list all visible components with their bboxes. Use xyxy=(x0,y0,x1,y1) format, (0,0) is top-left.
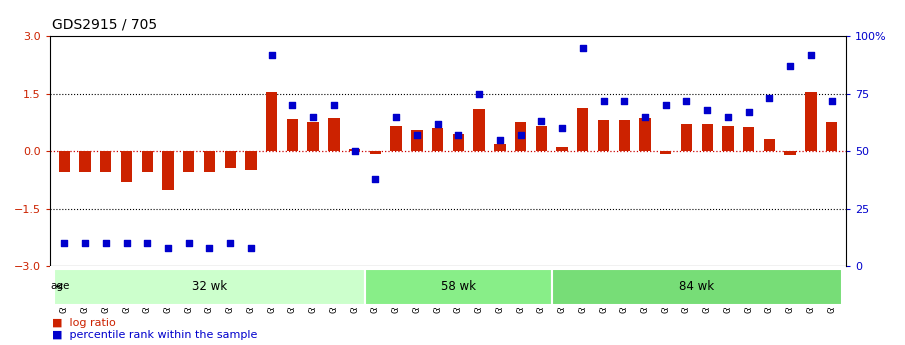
Point xyxy=(264,52,279,57)
Bar xyxy=(308,122,319,151)
Bar xyxy=(266,92,278,151)
Point xyxy=(555,126,569,131)
Bar xyxy=(141,151,153,172)
Point xyxy=(348,148,362,154)
Point xyxy=(700,107,714,112)
Point xyxy=(596,98,611,104)
Bar xyxy=(204,151,215,172)
Text: 84 wk: 84 wk xyxy=(680,280,714,293)
Bar xyxy=(785,151,795,155)
Bar xyxy=(681,124,692,151)
Bar xyxy=(245,151,257,170)
Bar xyxy=(369,151,381,154)
Text: age: age xyxy=(50,281,70,291)
Point xyxy=(492,137,507,142)
Bar xyxy=(100,151,111,172)
Point xyxy=(119,240,134,246)
Point xyxy=(824,98,839,104)
Point xyxy=(451,132,465,138)
Bar xyxy=(701,124,713,151)
Bar xyxy=(80,151,91,172)
Bar xyxy=(349,149,360,151)
Bar xyxy=(764,139,776,151)
Bar xyxy=(639,118,651,151)
Bar xyxy=(183,151,195,172)
Point xyxy=(472,91,486,97)
Bar xyxy=(59,151,70,172)
Bar xyxy=(473,109,485,151)
Bar xyxy=(329,118,339,151)
Bar xyxy=(805,92,816,151)
Point xyxy=(78,240,92,246)
Bar xyxy=(826,122,837,151)
Point xyxy=(720,114,735,119)
Bar xyxy=(162,151,174,190)
Text: 58 wk: 58 wk xyxy=(441,280,476,293)
Point xyxy=(741,109,756,115)
Point xyxy=(182,240,196,246)
Bar xyxy=(120,151,132,182)
Point xyxy=(431,121,445,126)
Point xyxy=(680,98,694,104)
Point xyxy=(638,114,653,119)
Point xyxy=(285,102,300,108)
Bar xyxy=(390,126,402,151)
Bar xyxy=(722,126,734,151)
Bar xyxy=(494,144,506,151)
Bar xyxy=(224,151,236,168)
Point xyxy=(306,114,320,119)
Point xyxy=(243,245,258,250)
Text: ■  percentile rank within the sample: ■ percentile rank within the sample xyxy=(52,330,257,339)
Point xyxy=(389,114,404,119)
Point xyxy=(223,240,237,246)
Point xyxy=(762,96,776,101)
Point xyxy=(140,240,155,246)
Bar xyxy=(552,269,842,305)
Point xyxy=(804,52,818,57)
Point xyxy=(534,119,548,124)
Bar xyxy=(54,269,365,305)
Bar xyxy=(365,269,552,305)
Text: GDS2915 / 705: GDS2915 / 705 xyxy=(52,17,157,31)
Bar xyxy=(618,120,630,151)
Bar xyxy=(598,120,609,151)
Bar xyxy=(452,134,464,151)
Text: ■  log ratio: ■ log ratio xyxy=(52,318,115,327)
Bar xyxy=(287,119,298,151)
Bar xyxy=(515,122,527,151)
Bar xyxy=(577,108,588,151)
Bar xyxy=(536,126,547,151)
Point xyxy=(513,132,528,138)
Point xyxy=(57,240,71,246)
Bar xyxy=(557,147,567,151)
Bar xyxy=(432,128,443,151)
Bar xyxy=(660,151,672,154)
Point xyxy=(410,132,424,138)
Point xyxy=(659,102,673,108)
Bar xyxy=(743,127,755,151)
Bar xyxy=(411,130,423,151)
Point xyxy=(99,240,113,246)
Text: 32 wk: 32 wk xyxy=(192,280,227,293)
Point xyxy=(576,45,590,50)
Point xyxy=(368,176,383,181)
Point xyxy=(202,245,216,250)
Point xyxy=(617,98,632,104)
Point xyxy=(327,102,341,108)
Point xyxy=(161,245,176,250)
Point xyxy=(783,63,797,69)
